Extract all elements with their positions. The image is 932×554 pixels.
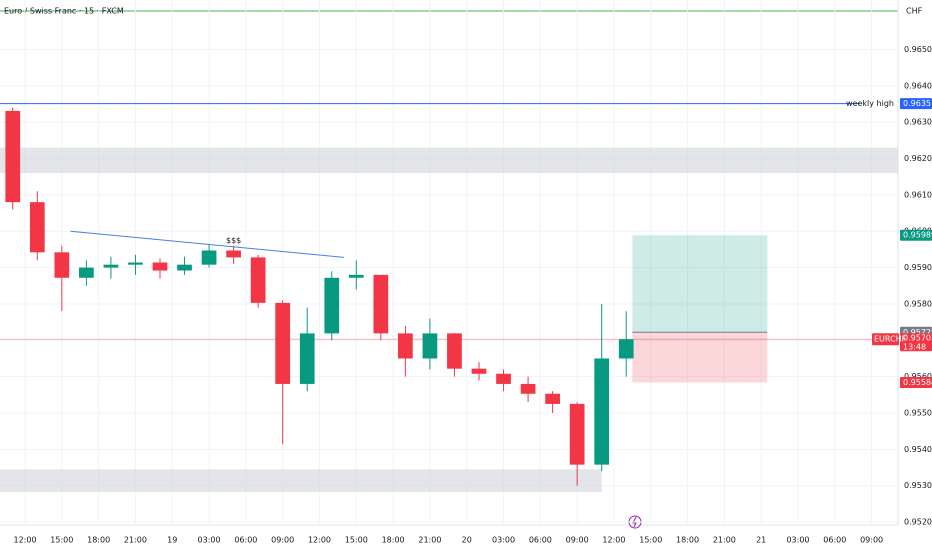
candle-body [79,267,94,278]
level-tag: 0.96351 [900,98,932,110]
candle-body [373,274,389,334]
candle-body [545,393,560,404]
y-tick-label: 0.96500 [904,45,932,54]
candle-body [447,333,462,369]
candle-body [299,333,315,384]
candle-body [324,277,340,334]
candle-body [422,333,438,359]
x-tick-label: 06:00 [529,536,552,545]
last-price-label: 0.95703 [903,334,932,343]
zone [0,147,898,174]
x-tick-label: 21:00 [124,536,147,545]
candle-body [177,264,192,271]
x-tick-label: 03:00 [786,536,809,545]
zone [0,469,602,492]
symbol-label: EURCHF [874,335,907,344]
stop-zone [632,332,768,383]
x-tick-label: 09:00 [860,536,883,545]
level-name: weekly high [846,99,894,108]
target-zone [632,235,768,333]
x-tick-label: 20 [462,536,472,545]
candle-body [496,373,511,384]
candle-body [29,202,45,253]
x-tick-label: 15:00 [639,536,662,545]
x-tick-label: 21:00 [713,536,736,545]
x-tick-label: 18:00 [676,536,699,545]
x-tick-label: 21 [756,536,766,545]
x-tick-label: 15:00 [345,536,368,545]
level-tag-label: 0.96351 [903,99,932,108]
trendline [70,230,345,258]
x-tick-label: 15:00 [50,536,73,545]
candle-body [569,403,585,465]
symbol-tag: EURCHF [872,333,907,346]
stop-tag-bg [900,376,932,388]
x-tick-label: 03:00 [198,536,221,545]
level-tag-bg [900,98,932,110]
candle-body [226,250,241,258]
candle-body [5,110,21,203]
candle-body [152,262,168,271]
stop-tag-label: 0.95584 [903,378,932,387]
candle-body [348,274,364,278]
x-tick-label: 18:00 [87,536,110,545]
candle-body [618,339,634,359]
candle-body [128,262,143,265]
candle-body [520,383,536,394]
candle-body [275,302,291,384]
candle-body [201,250,217,265]
chart-title: Euro / Swiss Franc · 15 · FXCM [4,7,124,16]
candle-body [250,257,266,303]
currency: CHF [906,7,923,16]
last-price-bg [900,333,932,352]
target-tag-label: 0.95989 [903,231,932,240]
countdown: 13:48 [903,343,926,352]
x-tick-label: 12:00 [602,536,625,545]
symbol-bg [872,333,899,346]
x-tick-label: 18:00 [382,536,405,545]
candle-body [594,358,610,465]
x-tick-label: 06:00 [823,536,846,545]
candle-body [471,368,487,374]
entry-tag-label: 0.95722 [903,328,932,337]
x-tick-label: 19 [167,536,177,545]
trendline-label: $$$ [226,236,241,245]
target-tag: 0.95989 [900,229,932,241]
x-tick-label: 12:00 [308,536,331,545]
stop-tag: 0.95584 [900,376,932,388]
last-price-tag: 0.9570313:48 [900,333,932,352]
candle-body [54,252,70,278]
x-tick-label: 21:00 [418,536,441,545]
candle-body [103,264,119,268]
x-tick-label: 12:00 [13,536,36,545]
x-tick-label: 03:00 [492,536,515,545]
x-tick-label: 09:00 [566,536,589,545]
candle-body [398,333,413,359]
x-tick-label: 09:00 [271,536,294,545]
target-tag-bg [900,229,932,241]
x-tick-label: 06:00 [234,536,257,545]
